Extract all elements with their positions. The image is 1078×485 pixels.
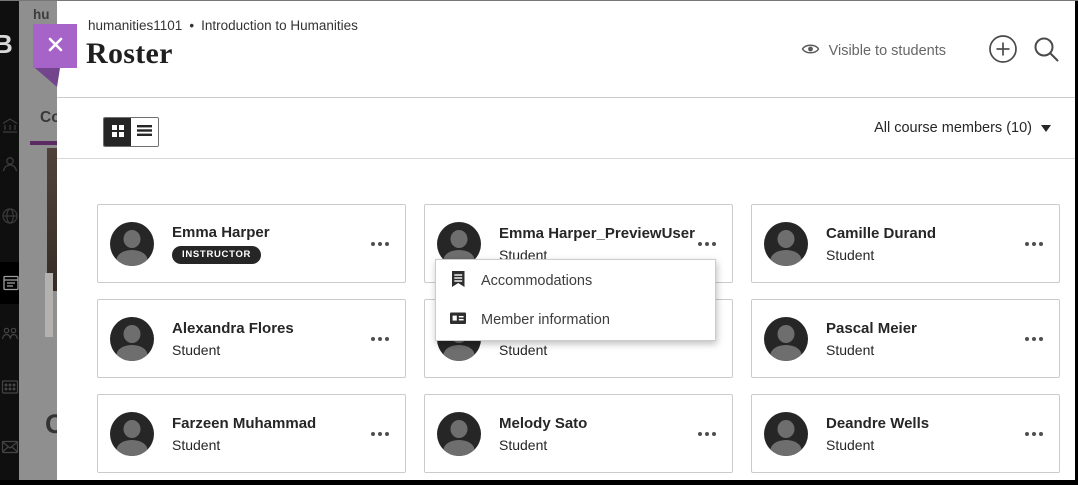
member-role: Student (826, 247, 875, 263)
accommodations-icon (448, 269, 468, 293)
menu-item-member-information[interactable]: Member information (436, 300, 715, 339)
organizations-icon[interactable] (1, 325, 19, 343)
page-title: Roster (86, 37, 173, 70)
member-grid: Emma Harper INSTRUCTOR Emma Harper_Previ… (97, 204, 1060, 473)
member-menu-button[interactable] (698, 428, 716, 440)
plus-circle-icon (988, 34, 1018, 67)
member-name: Deandre Wells (826, 415, 930, 432)
search-icon (1032, 35, 1060, 66)
member-name: Emma Harper_PreviewUser (499, 225, 695, 242)
messages-icon[interactable] (1, 438, 19, 456)
member-menu-button[interactable] (371, 238, 389, 250)
institution-icon[interactable] (1, 117, 19, 135)
member-role: Student (499, 437, 548, 453)
avatar (764, 411, 808, 456)
member-menu-button[interactable] (1025, 238, 1043, 250)
breadcrumb: humanities1101 • Introduction to Humanit… (88, 18, 358, 33)
dimmed-course-banner-image (47, 148, 57, 291)
dimmed-tab-partial: Co (40, 109, 57, 126)
member-name: Camille Durand (826, 225, 937, 242)
view-toggle (103, 117, 159, 147)
add-member-button[interactable] (988, 34, 1018, 67)
menu-item-label: Member information (481, 311, 610, 328)
breadcrumb-course-id: humanities1101 (88, 18, 183, 33)
member-filter-dropdown[interactable]: All course members (10) (874, 98, 1051, 158)
member-name: Pascal Meier (826, 320, 917, 337)
close-panel-button[interactable] (33, 24, 77, 68)
avatar (764, 221, 808, 266)
close-icon (46, 35, 65, 57)
avatar (110, 221, 154, 266)
dimmed-content-card (45, 273, 53, 337)
avatar (110, 316, 154, 361)
member-info-icon (448, 308, 468, 332)
avatar (437, 221, 481, 266)
roster-toolbar: All course members (10) (57, 98, 1075, 159)
member-role: Student (826, 437, 875, 453)
visibility-label: Visible to students (828, 42, 946, 59)
member-role: Student (172, 342, 221, 358)
dimmed-tab-underline (30, 141, 57, 145)
grid-view-button[interactable] (104, 118, 131, 146)
member-role: Student (826, 342, 875, 358)
profile-icon[interactable] (1, 155, 19, 173)
member-name: Farzeen Muhammad (172, 415, 317, 432)
breadcrumb-course-name: Introduction to Humanities (201, 18, 358, 33)
member-context-menu: Accommodations Member information (435, 259, 716, 341)
list-view-button[interactable] (131, 118, 158, 146)
member-menu-button[interactable] (371, 333, 389, 345)
blackboard-logo: B (0, 29, 13, 60)
grades-icon[interactable] (1, 378, 19, 396)
member-card-camille-durand[interactable]: Camille Durand Student (751, 204, 1060, 283)
grid-view-icon (111, 124, 125, 141)
courses-nav-active[interactable] (0, 262, 19, 304)
member-card-melody-sato[interactable]: Melody Sato Student (424, 394, 733, 473)
base-navigation: B (0, 1, 19, 480)
breadcrumb-separator: • (189, 18, 195, 33)
search-button[interactable] (1032, 35, 1060, 66)
avatar (764, 316, 808, 361)
member-role: Student (172, 437, 221, 453)
panel-header: humanities1101 • Introduction to Humanit… (57, 1, 1075, 98)
member-menu-button[interactable] (698, 238, 716, 250)
member-role: Student (499, 342, 548, 358)
menu-item-label: Accommodations (481, 272, 593, 289)
member-name: Melody Sato (499, 415, 588, 432)
eye-icon (801, 42, 820, 60)
member-card-deandre-wells[interactable]: Deandre Wells Student (751, 394, 1060, 473)
member-card-emma-harper[interactable]: Emma Harper INSTRUCTOR (97, 204, 406, 283)
member-name: Emma Harper (172, 224, 270, 241)
roster-panel: humanities1101 • Introduction to Humanit… (57, 1, 1075, 480)
dimmed-breadcrumb-partial: hu (33, 7, 50, 22)
avatar (437, 411, 481, 456)
header-actions: Visible to students (801, 34, 1060, 67)
instructor-badge: INSTRUCTOR (172, 246, 262, 264)
member-name: Alexandra Flores (172, 320, 294, 337)
dimmed-heading-partial: C (45, 409, 57, 440)
member-menu-button[interactable] (1025, 428, 1043, 440)
globe-icon[interactable] (1, 207, 19, 225)
member-menu-button[interactable] (1025, 333, 1043, 345)
member-filter-label: All course members (10) (874, 120, 1032, 136)
visibility-control[interactable]: Visible to students (801, 42, 946, 60)
avatar (110, 411, 154, 456)
chevron-down-icon (1041, 124, 1051, 132)
member-menu-button[interactable] (371, 428, 389, 440)
menu-item-accommodations[interactable]: Accommodations (436, 261, 715, 300)
list-view-icon (137, 124, 152, 140)
member-card-alexandra-flores[interactable]: Alexandra Flores Student (97, 299, 406, 378)
member-card-farzeen-muhammad[interactable]: Farzeen Muhammad Student (97, 394, 406, 473)
member-card-pascal-meier[interactable]: Pascal Meier Student (751, 299, 1060, 378)
